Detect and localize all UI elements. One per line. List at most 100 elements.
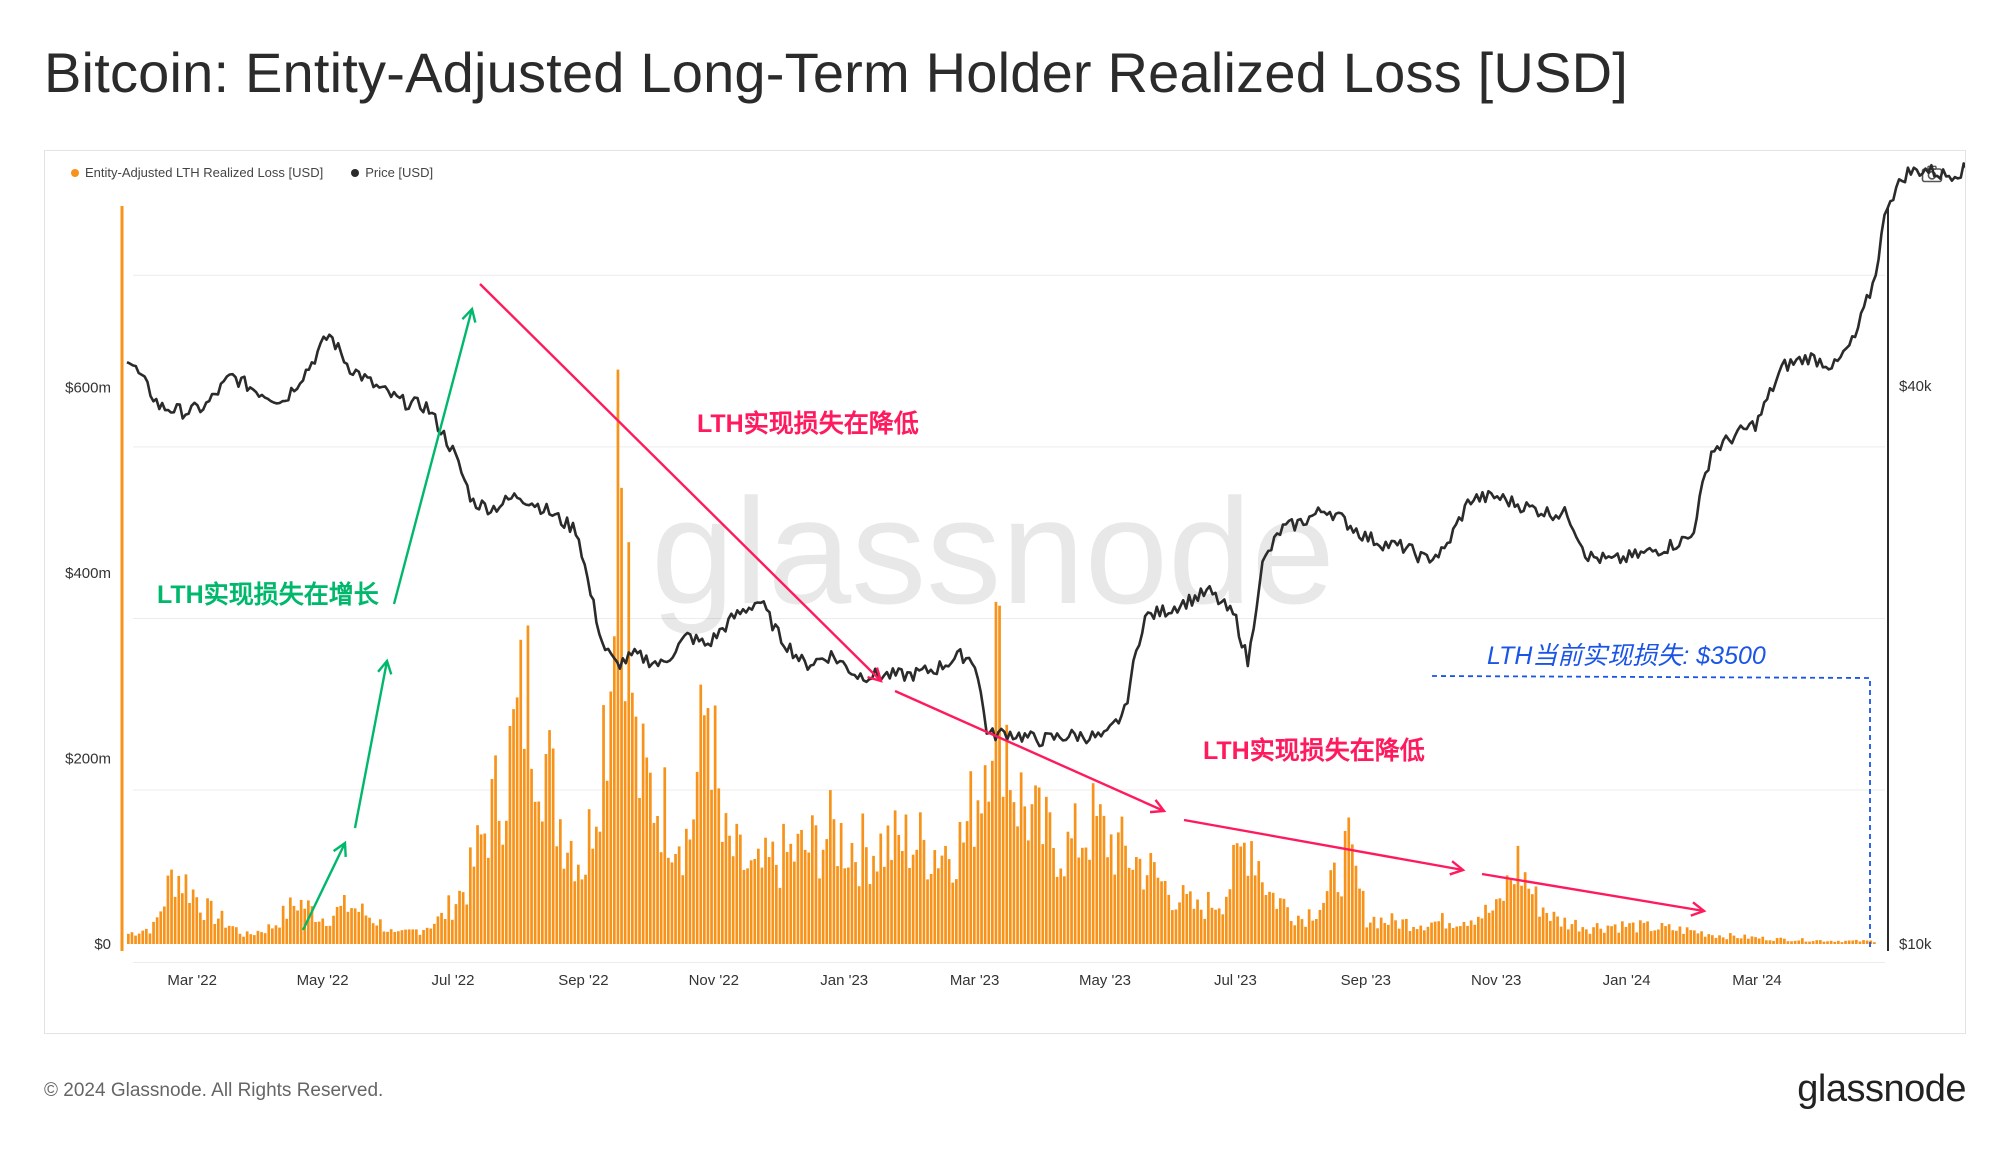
loss-bar [1084,847,1088,944]
loss-bar [400,930,404,944]
loss-bar [461,892,465,944]
loss-bar [706,708,710,944]
loss-bar [1574,919,1577,944]
loss-bar [994,601,998,944]
chart-legend: Entity-Adjusted LTH Realized Loss [USD] … [71,165,433,180]
loss-bar [1761,936,1765,944]
loss-bar [1408,931,1412,944]
loss-bar [955,879,958,944]
loss-bar [1138,858,1142,944]
price-line [126,162,1965,748]
loss-bar [1214,909,1217,944]
loss-bar [526,625,530,944]
loss-bar [1783,938,1786,944]
loss-bar [1549,920,1552,944]
loss-bar [159,911,163,944]
loss-bar [278,927,281,944]
loss-bar [645,757,649,944]
loss-bar [1541,907,1545,944]
loss-bar [1664,926,1667,944]
loss-bar [1307,909,1311,944]
loss-bar [965,821,969,944]
loss-bar [1099,804,1102,944]
legend-item-loss[interactable]: Entity-Adjusted LTH Realized Loss [USD] [71,165,323,180]
loss-bar [1282,898,1286,944]
arrow-down-3-head [1449,860,1466,876]
loss-bar [566,852,569,944]
annotation-current-bracket [1431,675,1871,951]
loss-bar [1127,867,1131,944]
loss-bar [188,903,191,944]
loss-bar [1135,857,1138,944]
legend-label-price: Price [USD] [365,165,434,180]
arrow-up-1-head [332,840,347,858]
loss-bar [803,849,807,944]
x-tick-label: Jul '22 [432,972,475,989]
loss-bar [1513,884,1516,944]
loss-bar [1048,812,1052,944]
loss-bar [1117,832,1120,944]
loss-bar [1865,940,1869,944]
loss-bar [649,772,652,944]
loss-bar [1441,913,1444,944]
loss-bar [224,927,227,944]
loss-bar [217,918,220,944]
loss-bar [1653,930,1657,944]
loss-bar [1505,875,1509,944]
loss-bar [1487,912,1491,944]
loss-bar [181,893,184,944]
loss-bar [677,846,681,944]
loss-bar [332,915,335,944]
loss-bar [829,790,832,944]
loss-bar [148,933,152,944]
loss-bar [1059,868,1063,944]
loss-bar [1556,916,1559,944]
loss-bar [1235,843,1239,944]
loss-bar [1210,907,1214,944]
x-tick-label: Mar '22 [167,972,217,989]
legend-item-price[interactable]: Price [USD] [351,165,433,180]
loss-bar [436,916,440,944]
loss-bar [1423,930,1426,944]
loss-bar [314,922,317,944]
loss-bar [1387,924,1390,944]
loss-bar [1581,927,1585,944]
loss-bar [951,882,955,944]
loss-bar [1304,926,1307,944]
y-right-tick-label: $10k [1899,936,1932,953]
loss-bar [1401,919,1405,944]
loss-bar [1070,838,1073,944]
arrow-down-4-head [1690,901,1707,917]
loss-bar [670,862,674,944]
loss-bar [429,928,433,944]
loss-bar [1131,869,1135,944]
loss-bar [886,825,890,944]
loss-bar [1189,891,1192,944]
loss-bar [281,905,285,944]
loss-bar [202,920,206,944]
loss-bar [969,771,973,944]
loss-bar [368,917,371,944]
arrow-up-2 [353,660,389,829]
loss-bar [195,897,199,944]
loss-bar [523,748,526,944]
loss-bar [238,933,242,944]
loss-bar [1016,826,1019,944]
loss-bar [901,851,904,944]
loss-bar [865,847,868,944]
loss-bar [861,813,865,944]
loss-bar [1621,921,1624,944]
loss-bar [1275,908,1279,944]
loss-bar [775,864,778,944]
loss-bar [587,809,591,944]
x-tick-label: May '22 [297,972,349,989]
loss-bar [1703,936,1707,944]
glassnode-logo[interactable]: glassnode [1797,1068,1966,1110]
loss-bar [501,844,505,944]
loss-bar [1750,936,1754,944]
loss-bar [1588,933,1592,944]
chart-container: Entity-Adjusted LTH Realized Loss [USD] … [44,150,1966,1034]
loss-bar [289,897,292,944]
loss-bar [577,864,580,944]
loss-bar [814,825,818,944]
